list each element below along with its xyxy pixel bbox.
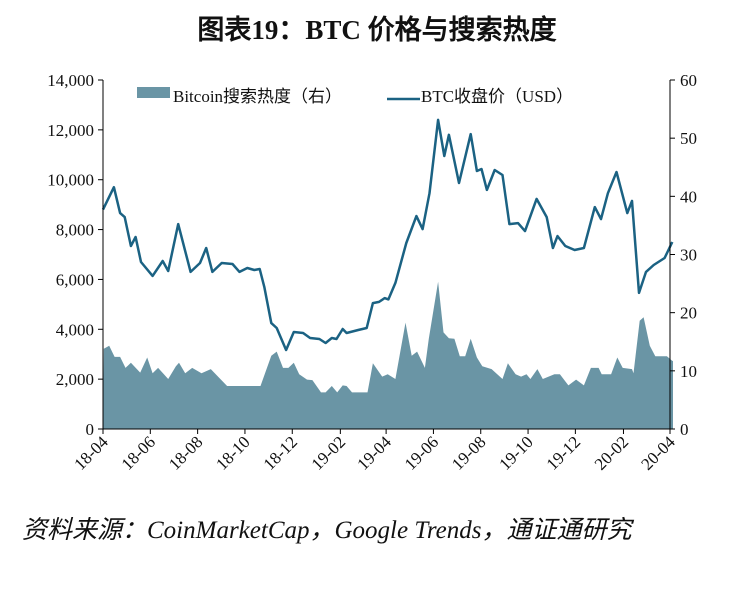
y-left-tick-label: 10,000 (47, 171, 94, 190)
y-left-tick-label: 14,000 (47, 71, 94, 90)
y-left-tick-label: 12,000 (47, 121, 94, 140)
y-right-tick-label: 30 (680, 246, 697, 265)
legend-swatch-search (137, 87, 170, 98)
x-tick-label: 18-12 (260, 432, 301, 473)
y-right-tick-label: 50 (680, 129, 697, 148)
x-tick-label: 18-06 (118, 432, 159, 473)
legend: Bitcoin搜索热度（右） BTC收盘价（USD） (137, 87, 573, 106)
legend-label-search: Bitcoin搜索热度（右） (173, 87, 342, 106)
price-line-layer (101, 118, 674, 352)
search-area (103, 281, 673, 429)
x-tick-label: 20-04 (637, 432, 679, 474)
x-tick-label: 18-10 (212, 432, 253, 473)
y-left-tick-label: 4,000 (56, 320, 94, 339)
x-tick-label: 19-08 (448, 432, 489, 473)
x-tick-label: 19-06 (401, 432, 442, 473)
x-tick-label: 19-12 (543, 432, 584, 473)
x-tick-label: 20-02 (591, 432, 632, 473)
x-tick-label: 19-04 (353, 432, 395, 474)
y-right-tick-label: 60 (680, 71, 697, 90)
y-left-tick-label: 8,000 (56, 221, 94, 240)
source-note: 资料来源：CoinMarketCap，Google Trends，通证通研究 (22, 517, 632, 544)
y-right-tick-label: 10 (680, 362, 697, 381)
y-left-tick-label: 6,000 (56, 270, 94, 289)
y-left-tick-label: 2,000 (56, 370, 94, 389)
x-tick-label: 19-02 (308, 432, 349, 473)
legend-label-price: BTC收盘价（USD） (421, 87, 573, 106)
search-area-layer (103, 281, 673, 429)
x-tick-label: 19-10 (495, 432, 536, 473)
x-tick-label: 18-08 (165, 432, 206, 473)
y-right-tick-label: 0 (680, 420, 689, 439)
y-right-tick-label: 20 (680, 304, 697, 323)
y-left-tick-label: 0 (86, 420, 95, 439)
price-line (101, 118, 674, 352)
y-right-tick-label: 40 (680, 187, 697, 206)
x-tick-label: 18-04 (70, 432, 112, 474)
chart-title: 图表19：BTC 价格与搜索热度 (197, 15, 557, 45)
